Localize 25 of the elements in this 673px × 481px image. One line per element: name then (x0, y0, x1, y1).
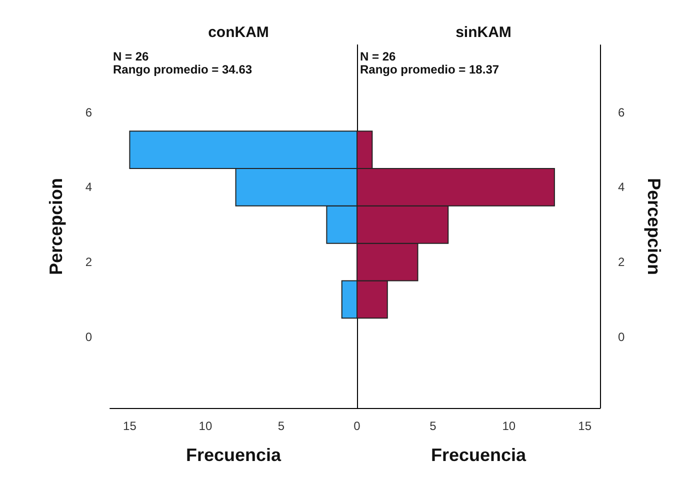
y-tick-label: 6 (85, 105, 92, 120)
x-tick-label: 5 (430, 419, 437, 433)
y-tick-label: 6 (618, 105, 625, 120)
annotation: Rango promedio = 34.63 (113, 62, 252, 76)
x-tick-label: 10 (502, 419, 516, 433)
annotation: N = 26 (113, 50, 150, 64)
y-axis-title: Percepcion (46, 178, 66, 276)
chart-title: conKAM (208, 24, 269, 41)
x-tick-label: 0 (354, 419, 361, 433)
y-tick-label: 0 (85, 330, 92, 344)
x-axis-title: Frecuencia (186, 445, 282, 465)
y-tick-label: 2 (618, 255, 625, 270)
annotation: N = 26 (360, 50, 396, 64)
y-tick-label: 2 (85, 255, 92, 270)
y-tick-label: 4 (85, 180, 92, 194)
x-axis-title: Frecuencia (430, 445, 528, 465)
x-tick-label: 15 (578, 419, 592, 433)
y-tick-label: 4 (618, 180, 625, 194)
y-tick-label: 0 (618, 330, 625, 344)
chart-title: sinKAM (456, 24, 512, 41)
x-tick-label: 5 (278, 419, 285, 433)
x-tick-label: 10 (198, 419, 212, 433)
y-axis-title: Percepcion (644, 178, 664, 276)
annotation: Rango promedio = 18.37 (360, 62, 500, 76)
x-tick-label: 15 (123, 419, 137, 433)
